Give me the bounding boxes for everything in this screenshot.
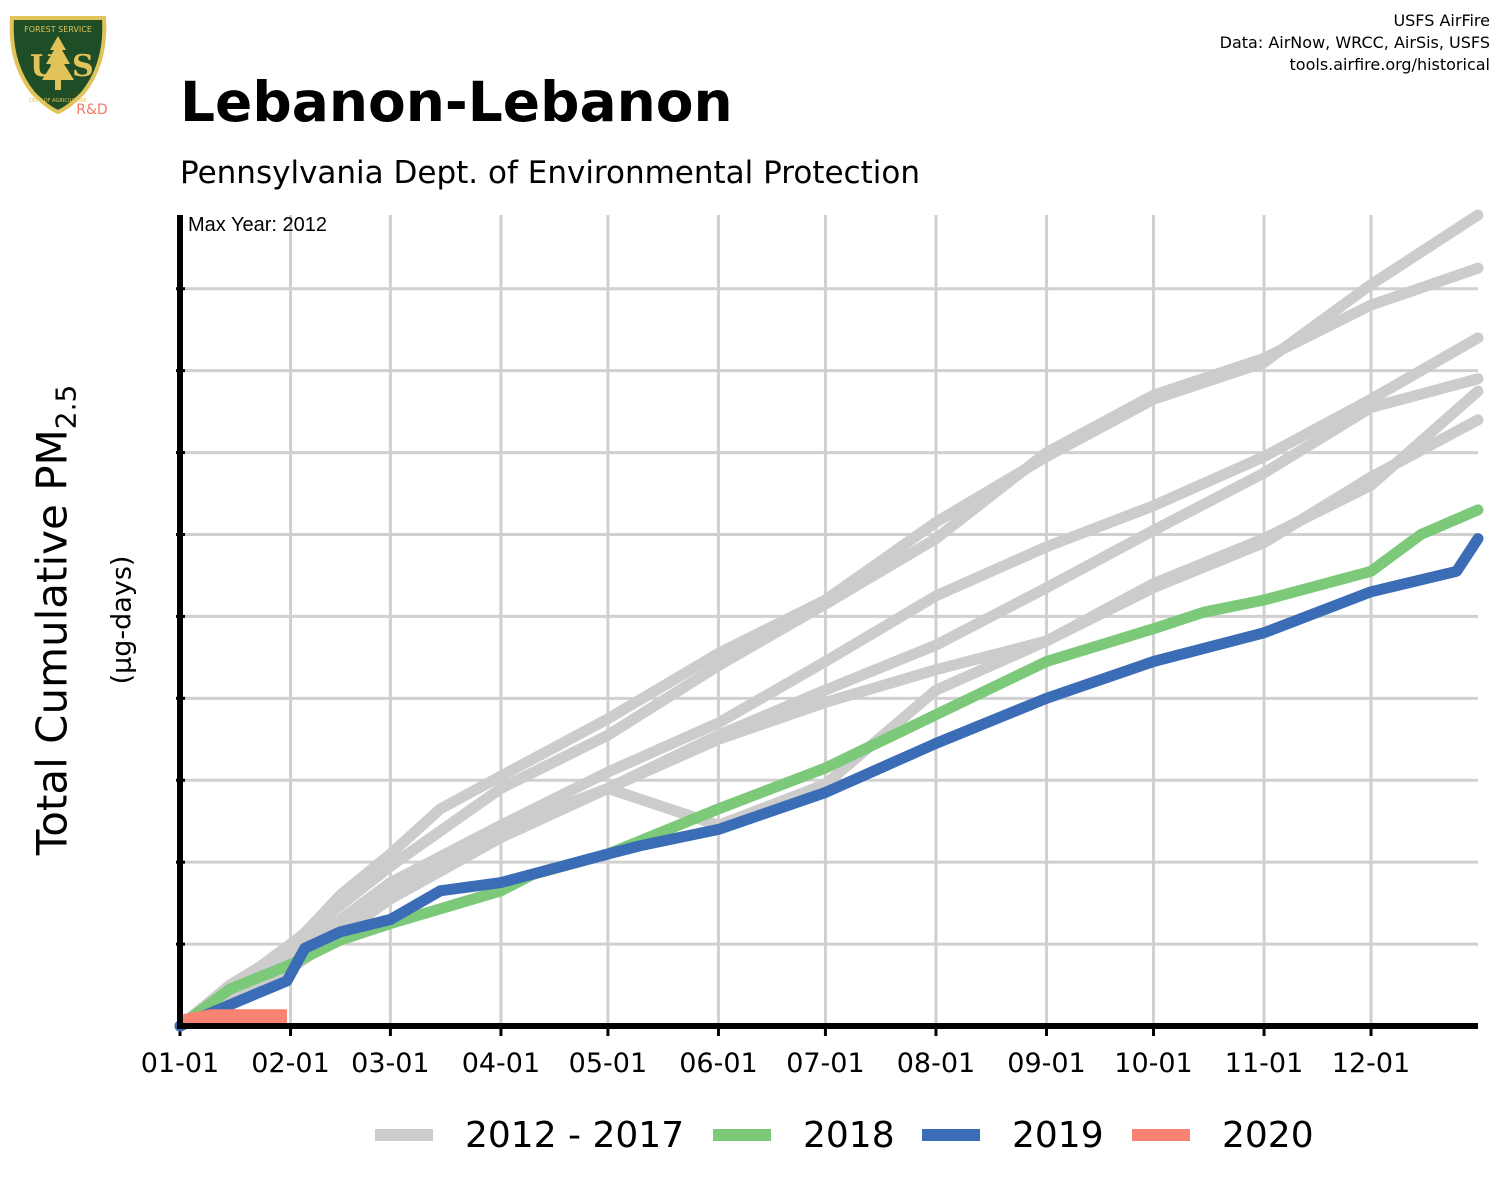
legend-item-2019: 2019 — [922, 1110, 1104, 1160]
legend-label-2019: 2019 — [1012, 1114, 1104, 1156]
x-tick-label: 09-01 — [1007, 1048, 1085, 1079]
x-tick-label: 06-01 — [679, 1048, 757, 1079]
legend-label-2020: 2020 — [1222, 1114, 1314, 1156]
legend-item-2018: 2018 — [713, 1110, 895, 1160]
x-tick-label: 05-01 — [569, 1048, 647, 1079]
x-tick-label: 02-01 — [251, 1048, 329, 1079]
legend-swatch-2020 — [1132, 1129, 1190, 1141]
x-tick-label: 07-01 — [786, 1048, 864, 1079]
series-line-history — [174, 332, 1484, 1032]
legend-swatch-2018 — [713, 1129, 771, 1141]
legend-item-2020: 2020 — [1132, 1110, 1314, 1160]
usfs-logo: U S FOREST SERVICE DEPT OF AGRICULTURE R… — [8, 8, 108, 118]
x-tick-label: 10-01 — [1114, 1048, 1192, 1079]
legend-swatch-2019 — [922, 1129, 980, 1141]
svg-text:S: S — [72, 49, 94, 84]
series-line-history — [174, 414, 1484, 1032]
usfs-shield-icon: U S FOREST SERVICE DEPT OF AGRICULTURE R… — [9, 16, 108, 118]
svg-text:U: U — [30, 49, 56, 84]
legend-swatch-history — [375, 1129, 433, 1141]
series-line-2018 — [174, 504, 1484, 1032]
x-tick-label: 12-01 — [1332, 1048, 1410, 1079]
legend-item-history: 2012 - 2017 — [375, 1110, 684, 1160]
svg-text:FOREST SERVICE: FOREST SERVICE — [24, 25, 92, 34]
series-line-2020 — [178, 1009, 287, 1029]
legend-label-2018: 2018 — [803, 1114, 895, 1156]
credit-line-data: Data: AirNow, WRCC, AirSis, USFS — [1219, 33, 1490, 52]
x-tick-label: 01-01 — [141, 1048, 219, 1079]
max-year-annotation: Max Year: 2012 — [188, 214, 327, 236]
svg-text:DEPT OF AGRICULTURE: DEPT OF AGRICULTURE — [29, 98, 87, 104]
legend-label-history: 2012 - 2017 — [465, 1114, 685, 1156]
x-tick-label: 03-01 — [351, 1048, 429, 1079]
x-tick-label: 11-01 — [1225, 1048, 1303, 1079]
legend: 2012 - 2017 2018 2019 2020 — [0, 1110, 1500, 1160]
chart-subtitle: Pennsylvania Dept. of Environmental Prot… — [180, 155, 920, 191]
credit-line-org: USFS AirFire — [1393, 11, 1490, 30]
chart-title: Lebanon-Lebanon — [180, 70, 733, 134]
credit-line-url: tools.airfire.org/historical — [1289, 55, 1490, 74]
credits: USFS AirFire Data: AirNow, WRCC, AirSis,… — [1220, 10, 1490, 76]
series-line-history — [174, 385, 1484, 1032]
x-tick-label: 08-01 — [897, 1048, 975, 1079]
x-tick-label: 04-01 — [462, 1048, 540, 1079]
series-line-history — [174, 262, 1484, 1032]
logo-badge: R&D — [76, 102, 107, 118]
series-line-2019 — [174, 533, 1484, 1032]
